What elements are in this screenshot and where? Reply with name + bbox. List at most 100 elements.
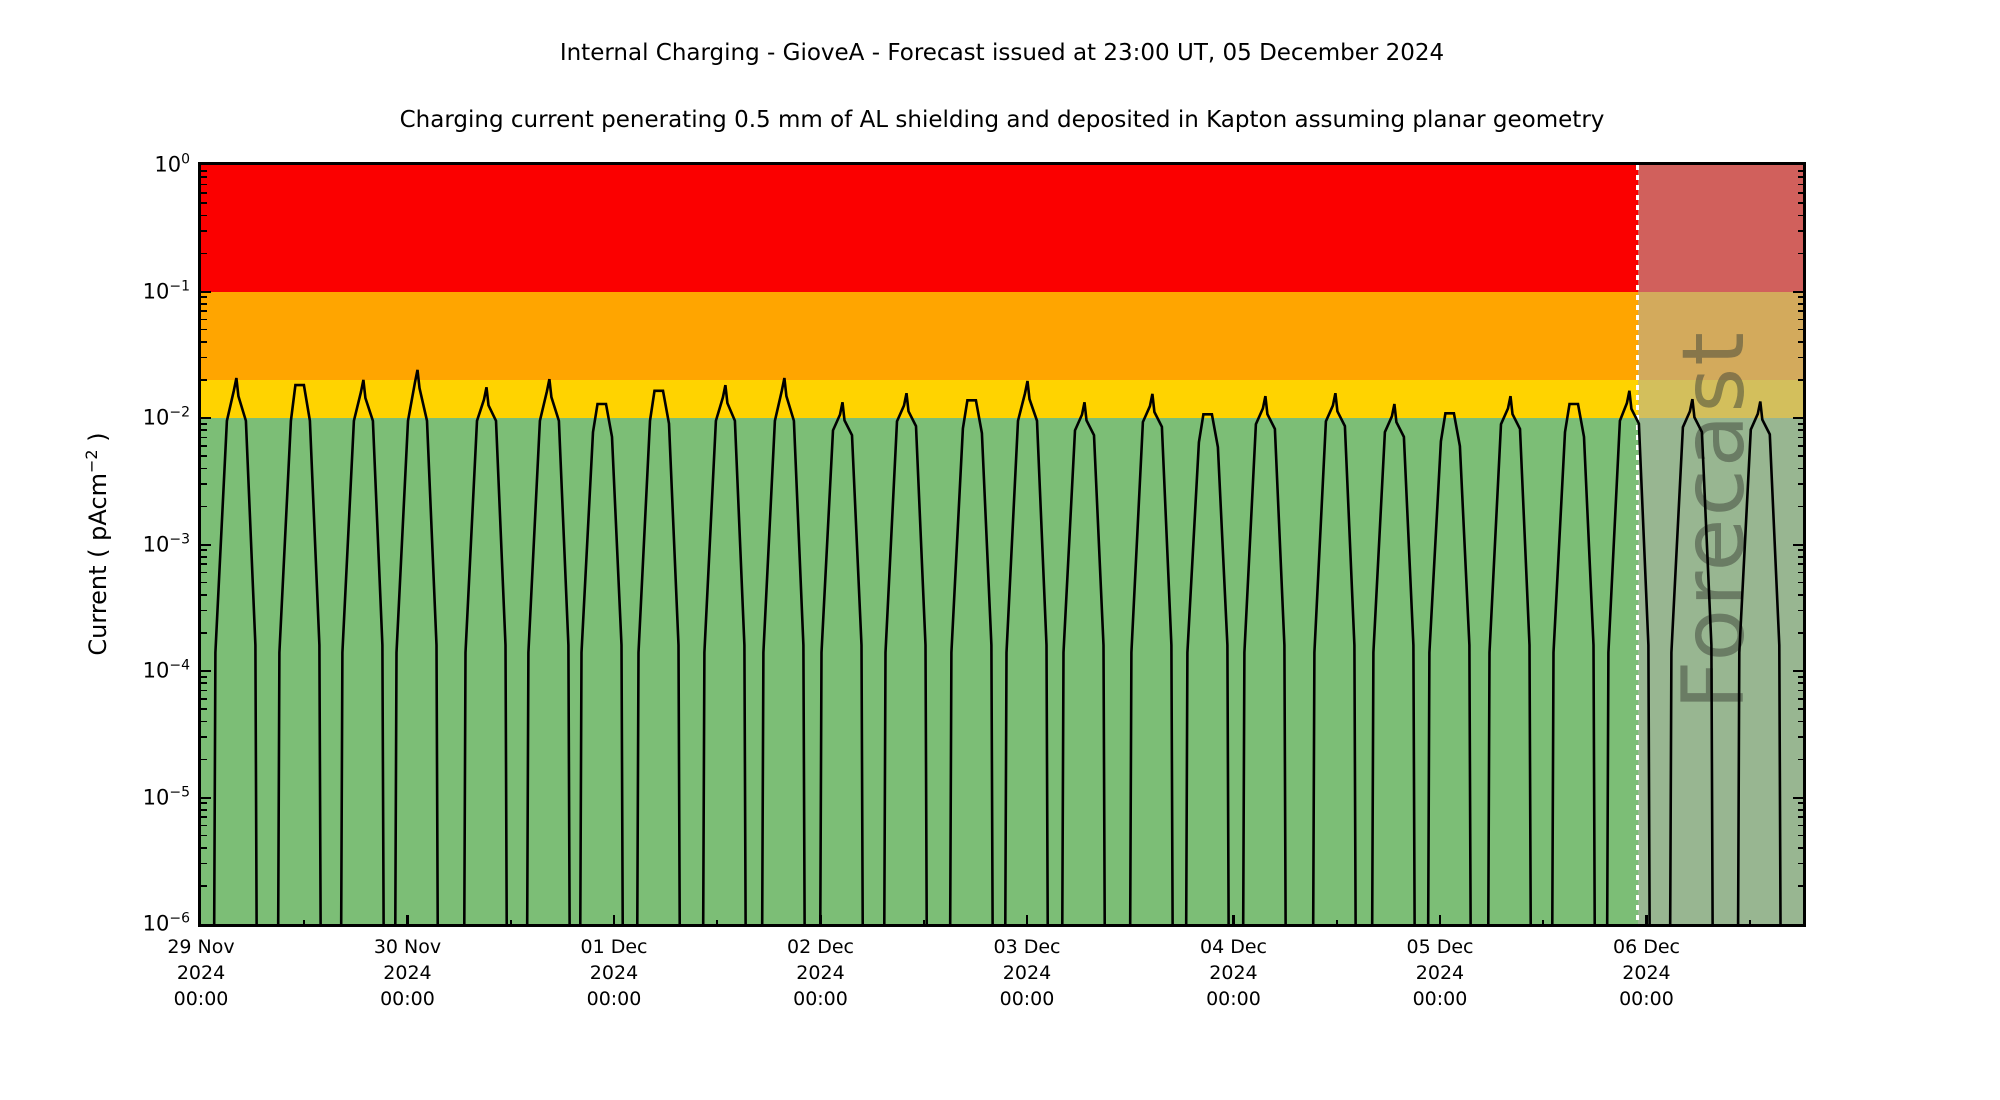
tick-mark: [201, 202, 207, 204]
tick-mark: [201, 417, 211, 420]
tick-mark: [201, 862, 207, 865]
x-tick-label-line: 00:00: [793, 988, 848, 1010]
tick-mark: [1025, 915, 1029, 924]
x-tick-label-line: 2024: [1209, 962, 1258, 984]
tick-mark: [201, 816, 207, 818]
y-tick-label: 10−6: [142, 910, 190, 936]
tick-mark: [1438, 915, 1442, 924]
tick-mark: [1797, 318, 1803, 321]
tick-mark: [201, 708, 207, 710]
tick-mark: [716, 919, 719, 924]
tick-mark: [1797, 445, 1803, 447]
charging-current-curve: [212, 369, 1782, 924]
tick-mark: [1797, 202, 1803, 204]
tick-mark: [1797, 698, 1803, 700]
tick-mark: [1797, 834, 1803, 837]
tick-mark: [201, 483, 207, 485]
x-tick-label-line: 00:00: [586, 988, 642, 1010]
tick-mark: [1797, 341, 1803, 343]
x-tick-label-line: 00:00: [999, 988, 1055, 1010]
tick-mark: [201, 609, 207, 612]
tick-mark: [1797, 632, 1803, 634]
tick-mark: [201, 302, 207, 305]
tick-mark: [1797, 847, 1803, 849]
tick-mark: [1797, 230, 1803, 232]
tick-mark: [201, 445, 207, 447]
tick-mark: [201, 543, 211, 546]
tick-mark: [509, 919, 512, 924]
tick-mark: [1797, 609, 1803, 612]
x-tick-label-line: 00:00: [173, 988, 229, 1010]
tick-mark: [201, 318, 207, 321]
tick-mark: [201, 555, 207, 558]
band-orange-alert: [201, 291, 1803, 380]
y-axis-label-text: Current ( pAcm: [84, 473, 112, 656]
tick-mark: [1797, 808, 1803, 811]
tick-mark: [201, 670, 211, 673]
tick-mark: [1797, 422, 1803, 425]
tick-mark: [1542, 919, 1545, 924]
band-green-safe: [201, 418, 1803, 924]
tick-mark: [201, 341, 207, 343]
tick-mark: [201, 758, 207, 761]
tick-mark: [1797, 183, 1803, 186]
tick-mark: [1797, 483, 1803, 485]
x-tick-label: 01 Dec 2024 00:00: [580, 934, 647, 1012]
chart-title: Internal Charging - GioveA - Forecast is…: [559, 40, 1445, 66]
tick-mark: [201, 720, 207, 723]
tick-mark: [1797, 549, 1803, 552]
y-axis-label: Current ( pAcm−2 ): [82, 432, 112, 655]
tick-mark: [201, 169, 207, 172]
tick-mark: [1797, 302, 1803, 305]
tick-mark: [819, 915, 822, 924]
tick-mark: [201, 571, 207, 574]
tick-mark: [201, 549, 207, 552]
tick-mark: [1797, 429, 1803, 432]
tick-mark: [1793, 796, 1803, 799]
x-tick-label: 04 Dec 2024 00:00: [1200, 934, 1267, 1012]
tick-mark: [1797, 214, 1803, 217]
tick-mark: [201, 885, 207, 887]
x-tick-label-line: 2024: [176, 962, 226, 984]
tick-mark: [1793, 670, 1803, 673]
y-tick-label: 10−1: [142, 277, 190, 303]
tick-mark: [201, 290, 211, 293]
tick-mark: [201, 563, 207, 565]
tick-mark: [1748, 919, 1751, 924]
tick-mark: [1793, 543, 1803, 546]
tick-mark: [1797, 455, 1803, 457]
y-tick-label: 10−4: [142, 657, 190, 683]
tick-mark: [201, 192, 207, 194]
tick-mark: [201, 824, 207, 827]
y-axis-label-close: ): [84, 432, 112, 450]
tick-mark: [1797, 328, 1803, 331]
tick-mark: [201, 296, 207, 299]
tick-mark: [201, 429, 207, 432]
tick-mark: [1797, 379, 1803, 381]
x-tick-label-line: 29 Nov: [167, 936, 235, 958]
tick-mark: [201, 808, 207, 811]
x-tick-label: 05 Dec 2024 00:00: [1406, 934, 1473, 1012]
tick-mark: [1797, 436, 1803, 439]
tick-mark: [1797, 689, 1803, 692]
tick-mark: [201, 252, 207, 255]
x-tick-label-line: 2024: [589, 962, 639, 984]
x-tick-label: 30 Nov 2024 00:00: [374, 934, 441, 1012]
x-tick-label: 03 Dec 2024 00:00: [993, 934, 1060, 1012]
tick-mark: [201, 230, 207, 232]
tick-mark: [1797, 555, 1803, 558]
tick-mark: [201, 682, 207, 685]
x-tick-label: 29 Nov 2024 00:00: [167, 934, 234, 1012]
tick-mark: [201, 310, 207, 312]
tick-mark: [201, 379, 207, 381]
tick-mark: [201, 183, 207, 186]
y-tick-label: 10−5: [142, 783, 190, 809]
tick-mark: [1797, 176, 1803, 179]
tick-mark: [201, 796, 211, 799]
tick-mark: [1797, 862, 1803, 865]
tick-mark: [1797, 505, 1803, 508]
y-axis-label-exponent: −2: [82, 449, 101, 474]
x-tick-label-line: 2024: [1002, 962, 1052, 984]
tick-mark: [201, 698, 207, 700]
